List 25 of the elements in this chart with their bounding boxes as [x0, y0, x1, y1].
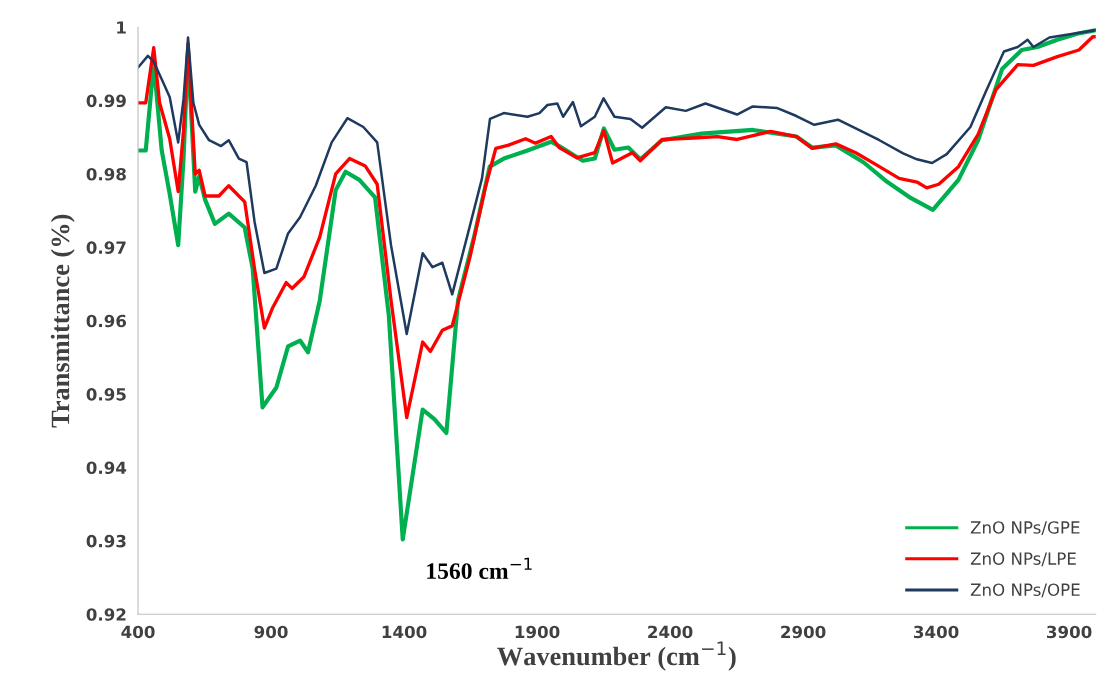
line-series — [138, 35, 1096, 420]
legend-label: ZnO NPs/GPE — [970, 521, 1080, 536]
annotation: 1560 cm$^{−1}$ — [427, 557, 532, 580]
x-tick-label: 1900 — [515, 625, 560, 639]
y-tick-label: 0.92 — [86, 608, 126, 621]
line-series — [138, 28, 1096, 336]
y-tick-label: 1 — [117, 21, 126, 34]
legend-label: ZnO NPs/LPE — [970, 552, 1076, 567]
x-tick-label: 3400 — [914, 625, 959, 639]
y-axis-title: Transmittance (%) — [50, 214, 75, 428]
x-axis-title: Wavenumber (cm$^{−1}$) — [497, 641, 736, 671]
x-tick-label: 1400 — [382, 625, 427, 639]
y-tick-label: 0.94 — [86, 461, 127, 475]
y-tick-label: 0.95 — [86, 388, 126, 401]
x-tick-label: 2900 — [781, 625, 826, 639]
y-tick-label: 0.97 — [86, 241, 126, 254]
y-tick-label: 0.98 — [86, 167, 126, 181]
y-tick-label: 0.99 — [86, 94, 126, 108]
x-tick-label: 900 — [254, 625, 288, 639]
y-tick-label: 0.96 — [86, 314, 127, 328]
x-tick-label: 400 — [121, 625, 155, 639]
x-tick-label: 2400 — [648, 625, 693, 639]
y-tick-label: 0.93 — [86, 534, 126, 548]
legend-label: ZnO NPs/OPE — [970, 583, 1080, 598]
x-tick-label: 3900 — [1047, 625, 1092, 639]
